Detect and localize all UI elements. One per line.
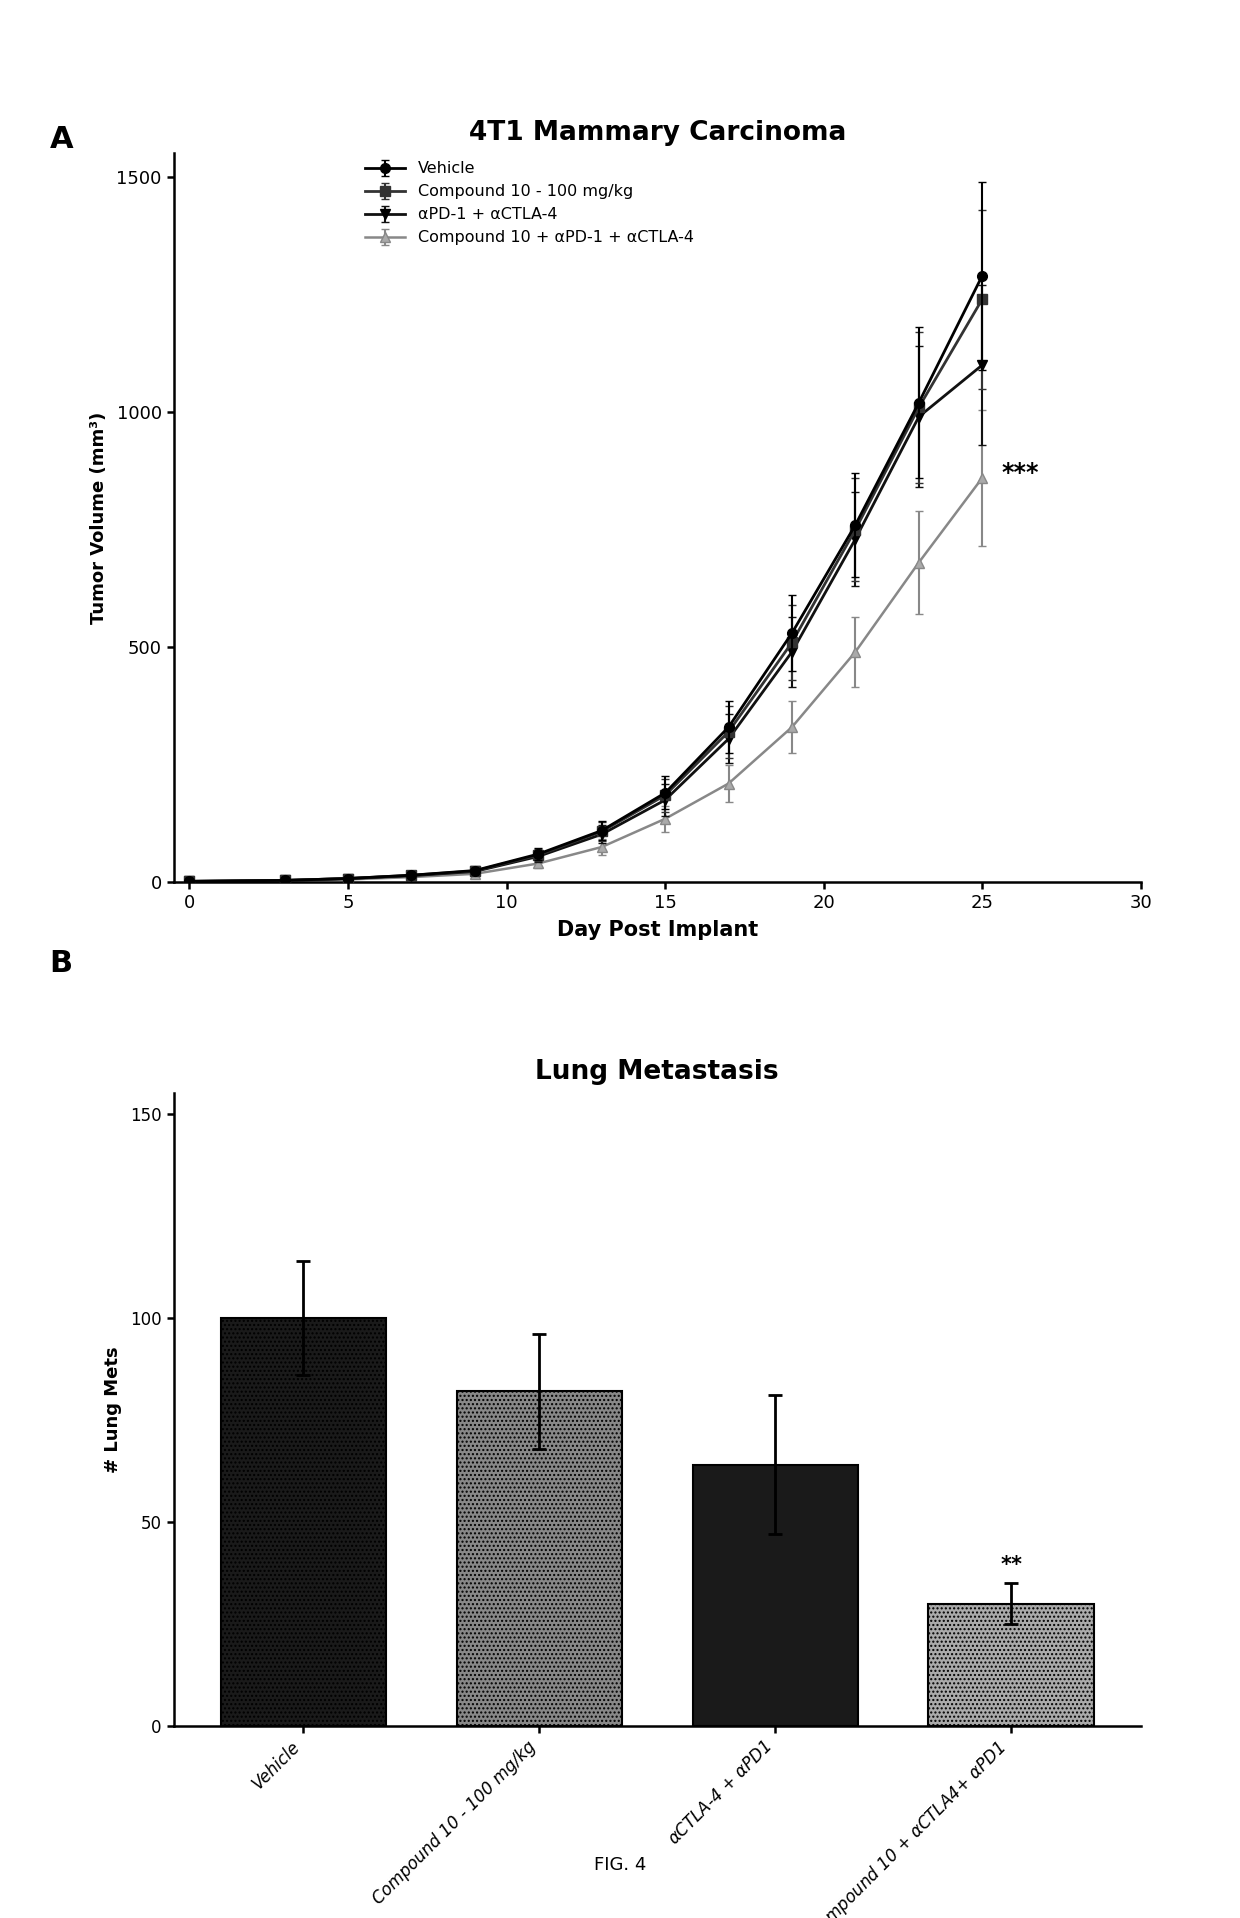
Title: Lung Metastasis: Lung Metastasis — [536, 1059, 779, 1086]
Bar — [693, 1465, 858, 1726]
Text: **: ** — [999, 1555, 1022, 1575]
X-axis label: Day Post Implant: Day Post Implant — [557, 921, 758, 940]
Title: 4T1 Mammary Carcinoma: 4T1 Mammary Carcinoma — [469, 119, 846, 146]
Text: A: A — [50, 125, 73, 153]
Y-axis label: # Lung Mets: # Lung Mets — [104, 1346, 122, 1473]
Text: FIG. 4: FIG. 4 — [594, 1857, 646, 1874]
Y-axis label: Tumor Volume (mm³): Tumor Volume (mm³) — [91, 412, 108, 623]
Text: ***: *** — [1001, 460, 1039, 485]
Bar — [456, 1391, 621, 1726]
Bar — [221, 1318, 386, 1726]
Text: B: B — [50, 949, 73, 978]
Legend: Vehicle, Compound 10 - 100 mg/kg, αPD-1 + αCTLA-4, Compound 10 + αPD-1 + αCTLA-4: Vehicle, Compound 10 - 100 mg/kg, αPD-1 … — [366, 161, 694, 246]
Bar — [929, 1603, 1094, 1726]
